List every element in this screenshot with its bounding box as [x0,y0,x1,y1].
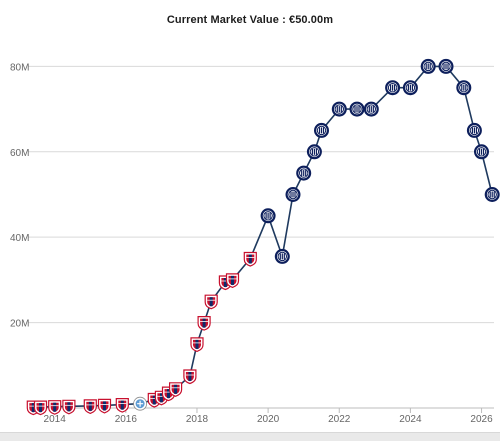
data-point-29[interactable] [385,80,401,96]
data-point-28[interactable] [363,101,379,117]
data-point-33[interactable] [456,80,472,96]
chart-card: Current Market Value : €50.00m 20M 40M 60M… [0,0,500,432]
axes: 20M 40M 60M 80M 2014 2016 2018 2020 2022 2024 2026 [10,62,494,425]
data-point-34[interactable] [466,122,482,138]
x-tick-label: 2026 [470,414,493,425]
data-point-6[interactable] [97,398,112,414]
data-point-15[interactable] [197,316,211,331]
data-point-8[interactable] [133,396,148,411]
data-point-32[interactable] [438,58,454,74]
chart-title: Current Market Value : €50.00m [166,14,334,26]
data-point-19[interactable] [243,251,257,267]
x-tick-label: 2018 [186,414,209,425]
x-tick-label: 2014 [44,414,67,425]
data-point-22[interactable] [285,187,301,202]
data-point-12[interactable] [169,382,183,397]
data-point-18[interactable] [225,273,240,289]
y-tick-label: 80M [10,62,29,73]
data-markers [26,58,500,416]
x-tick-label: 2020 [257,414,280,425]
data-point-30[interactable] [402,80,418,96]
data-point-25[interactable] [314,122,329,138]
data-point-27[interactable] [349,101,365,117]
data-point-2[interactable] [33,400,48,416]
data-point-13[interactable] [183,369,197,385]
data-point-16[interactable] [204,294,218,310]
grid-lines [28,65,494,324]
y-tick-label: 20M [10,319,29,330]
data-point-36[interactable] [484,187,500,202]
y-tick-label: 40M [10,233,29,244]
data-point-31[interactable] [420,58,436,74]
bottom-scroll-strip [0,432,500,441]
x-tick-label: 2016 [115,414,138,425]
data-point-3[interactable] [48,400,62,415]
data-point-24[interactable] [306,144,322,160]
data-point-14[interactable] [190,337,204,353]
data-point-26[interactable] [331,101,347,117]
data-point-35[interactable] [474,144,489,160]
data-point-23[interactable] [296,165,312,181]
data-point-21[interactable] [274,248,290,264]
market-value-chart: 20M 40M 60M 80M 2014 2016 2018 2020 2022 2024 2026 [10,58,500,425]
data-point-20[interactable] [260,208,276,224]
data-point-5[interactable] [83,399,97,415]
data-point-4[interactable] [62,399,76,415]
x-tick-label: 2024 [399,414,422,425]
data-point-7[interactable] [115,398,129,413]
y-tick-label: 60M [10,148,29,159]
x-tick-label: 2022 [328,414,351,425]
